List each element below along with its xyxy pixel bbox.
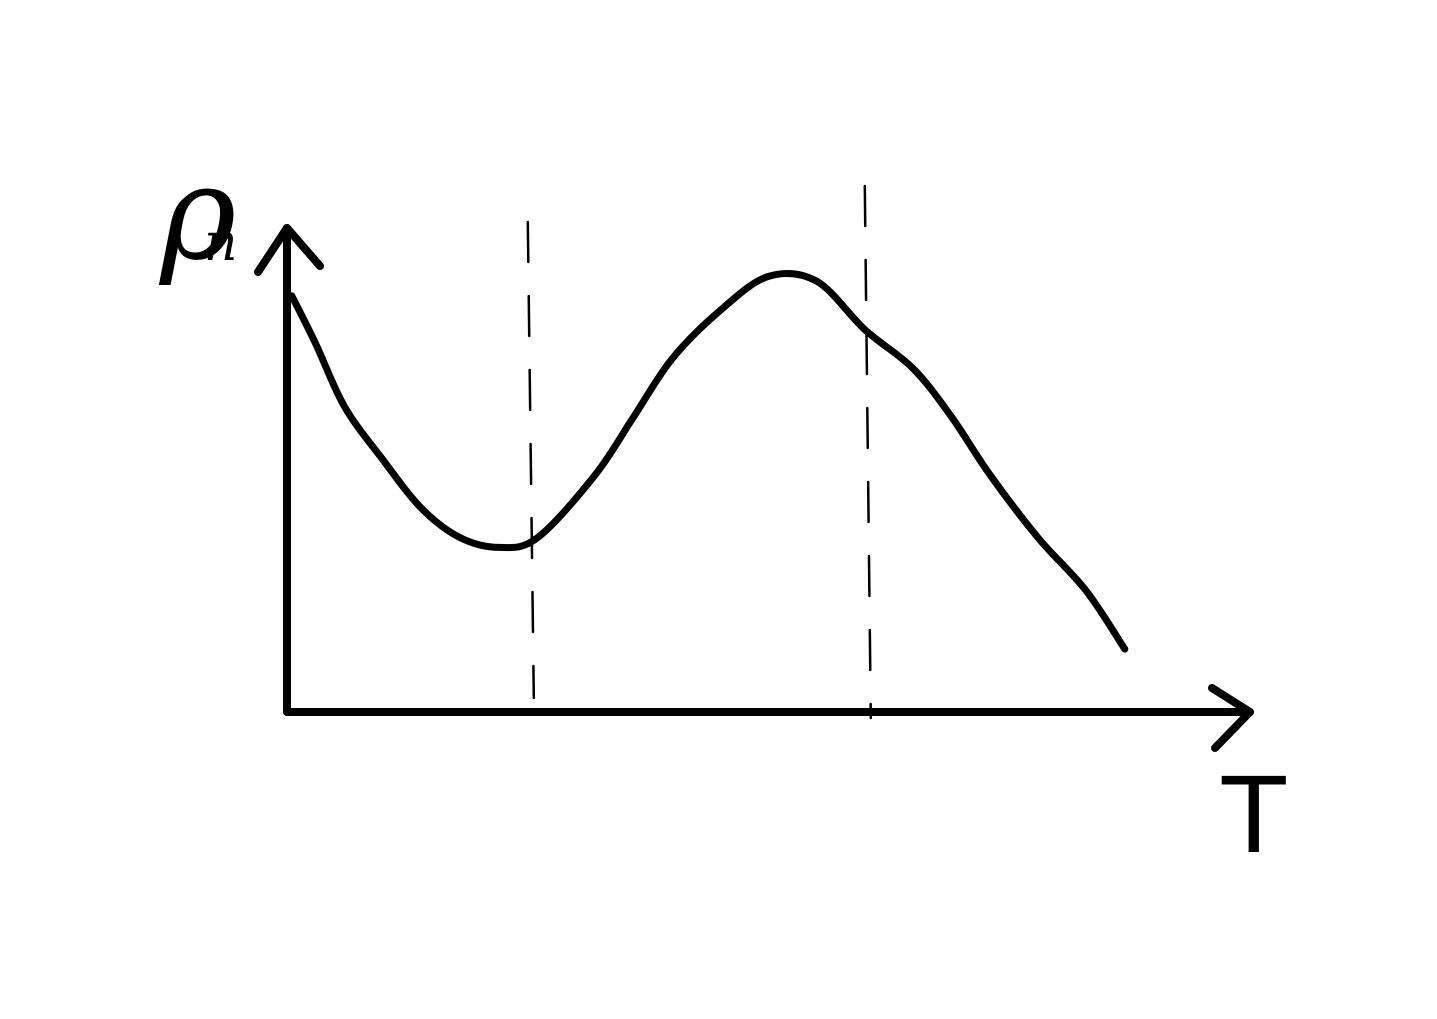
axis-labels: ρ n T <box>158 137 1286 877</box>
axes <box>254 224 1254 752</box>
series-line-0 <box>288 269 1129 653</box>
y-axis-label-subscript: n <box>204 213 238 273</box>
y-axis-label: ρ <box>158 137 236 289</box>
data-series <box>288 269 1129 653</box>
x-axis-label: T <box>1221 755 1286 877</box>
x-axis-arrowhead <box>1208 684 1254 752</box>
reference-line-0 <box>526 220 536 700</box>
y-axis-arrowhead <box>254 224 324 276</box>
reference-line-1 <box>863 184 873 720</box>
reference-lines <box>526 184 873 720</box>
